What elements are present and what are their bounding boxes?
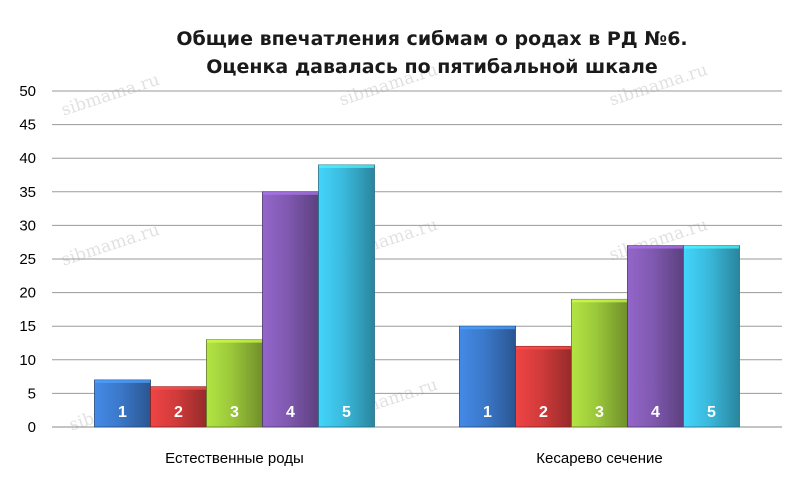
bar-highlight <box>684 245 739 249</box>
y-tick-label: 50 <box>19 83 36 100</box>
category-labels: Естественные роды Кесарево сечение <box>165 450 663 467</box>
y-tick-label: 10 <box>19 352 36 369</box>
y-tick-label: 25 <box>19 251 36 268</box>
y-tick-label: 30 <box>19 217 36 234</box>
y-tick-label: 15 <box>19 318 36 335</box>
bar-series-label: 3 <box>595 404 604 421</box>
bar-highlight <box>572 299 627 303</box>
bar <box>515 345 572 428</box>
y-tick-label: 35 <box>19 184 36 201</box>
bar-highlight <box>628 245 683 249</box>
chart-title: Общие впечатления сибмам о родах в РД №6… <box>176 28 687 50</box>
bar-series-label: 5 <box>342 404 351 421</box>
y-tick-label: 0 <box>28 419 36 436</box>
y-axis-ticks: 0 5 10 15 20 25 30 35 40 45 50 <box>19 83 36 436</box>
bar <box>683 245 740 428</box>
y-tick-label: 5 <box>28 385 36 402</box>
bar-highlight <box>319 164 374 168</box>
bar-series-label: 1 <box>483 404 492 421</box>
bar-series-label: 2 <box>539 404 548 421</box>
bar <box>94 379 151 428</box>
bar <box>206 339 263 428</box>
bar-highlight <box>95 379 150 383</box>
bar-highlight <box>207 339 262 343</box>
bar-series-label: 3 <box>230 404 239 421</box>
category-label: Кесарево сечение <box>536 450 662 467</box>
y-tick-label: 40 <box>19 150 36 167</box>
bar-series-label: 1 <box>118 404 127 421</box>
bar-highlight <box>151 386 206 390</box>
watermark: sibmama.ru <box>59 220 162 271</box>
bar-series-label: 4 <box>651 404 660 421</box>
bar <box>627 245 684 428</box>
category-label: Естественные роды <box>165 450 304 467</box>
bar-highlight <box>516 346 571 350</box>
bar-series-label: 4 <box>286 404 295 421</box>
bar-highlight <box>460 326 515 330</box>
bar <box>262 191 319 428</box>
y-tick-label: 45 <box>19 117 36 134</box>
bar <box>459 325 516 428</box>
bar <box>318 164 375 428</box>
bar-series-label: 5 <box>707 404 716 421</box>
y-tick-label: 20 <box>19 285 36 302</box>
bar-highlight <box>263 191 318 195</box>
chart-subtitle: Оценка давалась по пятибальной шкале <box>206 56 658 78</box>
bar-series-label: 2 <box>174 404 183 421</box>
bars: 1 2 3 4 5 1 2 3 4 5 <box>94 164 740 428</box>
watermark: sibmama.ru <box>59 70 162 121</box>
